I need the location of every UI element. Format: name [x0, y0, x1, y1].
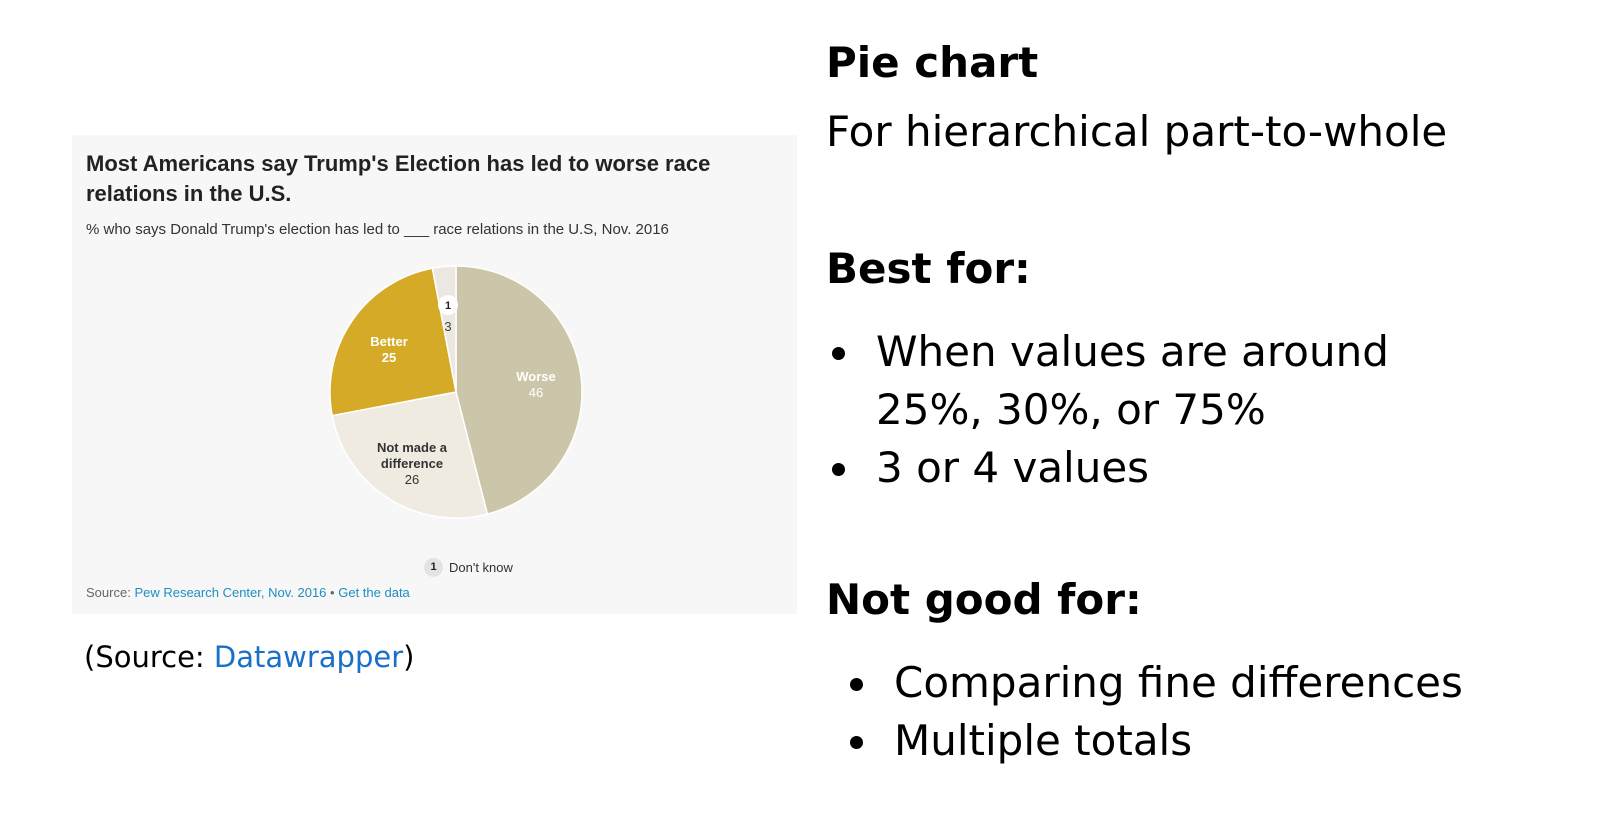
legend-badge: 1	[424, 557, 443, 577]
chart-subtitle: % who says Donald Trump's election has l…	[86, 221, 669, 238]
caption-suffix: )	[403, 640, 415, 674]
best-for-list: When values are around 25%, 30%, or 75% …	[828, 323, 1428, 497]
best-for-heading: Best for:	[826, 244, 1031, 293]
legend-label: Don't know	[449, 559, 513, 575]
source-prefix: Source:	[86, 585, 131, 600]
slice-label-better-value: 25	[382, 350, 396, 365]
chart-source: Source: Pew Research Center, Nov. 2016 •…	[86, 585, 410, 600]
datawrapper-link[interactable]: Datawrapper	[213, 640, 404, 674]
slice-label-worse-value: 46	[529, 385, 543, 400]
slice-label-not-made-line2: difference	[381, 456, 443, 471]
slice-label-better-name: Better	[370, 334, 408, 349]
slice-label-dont-know-value: 3	[444, 319, 451, 334]
dont-know-badge-number: 1	[445, 300, 451, 312]
slice-label-not-made-line1: Not made a	[377, 440, 448, 455]
image-caption: (Source: Datawrapper)	[84, 640, 414, 674]
slice-label-not-made-value: 26	[405, 472, 419, 487]
not-good-item: Comparing fine differences	[846, 654, 1566, 712]
not-good-list: Comparing fine differences Multiple tota…	[846, 654, 1566, 770]
get-data-link[interactable]: Get the data	[338, 585, 410, 600]
not-good-item: Multiple totals	[846, 712, 1566, 770]
pie-chart: Worse 46 Better 25 Not made a difference…	[329, 265, 583, 519]
pie-slice-not-made-a-difference	[331, 391, 489, 519]
best-for-item: 3 or 4 values	[828, 439, 1428, 497]
chart-legend: 1 Don't know	[424, 557, 513, 577]
pie-slice-worse	[455, 265, 583, 515]
slice-label-worse-name: Worse	[516, 369, 556, 384]
pie-slice-better	[329, 267, 457, 417]
panel-description: For hierarchical part-to-whole	[826, 107, 1448, 156]
source-link[interactable]: Pew Research Center, Nov. 2016	[134, 585, 327, 600]
dont-know-badge	[438, 295, 458, 315]
best-for-item: When values are around 25%, 30%, or 75%	[828, 323, 1428, 439]
source-separator: •	[330, 585, 335, 600]
chart-card: Most Americans say Trump's Election has …	[72, 135, 797, 614]
caption-prefix: (Source:	[84, 640, 214, 674]
panel-title: Pie chart	[826, 38, 1039, 87]
not-good-heading: Not good for:	[826, 575, 1142, 624]
chart-title: Most Americans say Trump's Election has …	[86, 151, 711, 206]
